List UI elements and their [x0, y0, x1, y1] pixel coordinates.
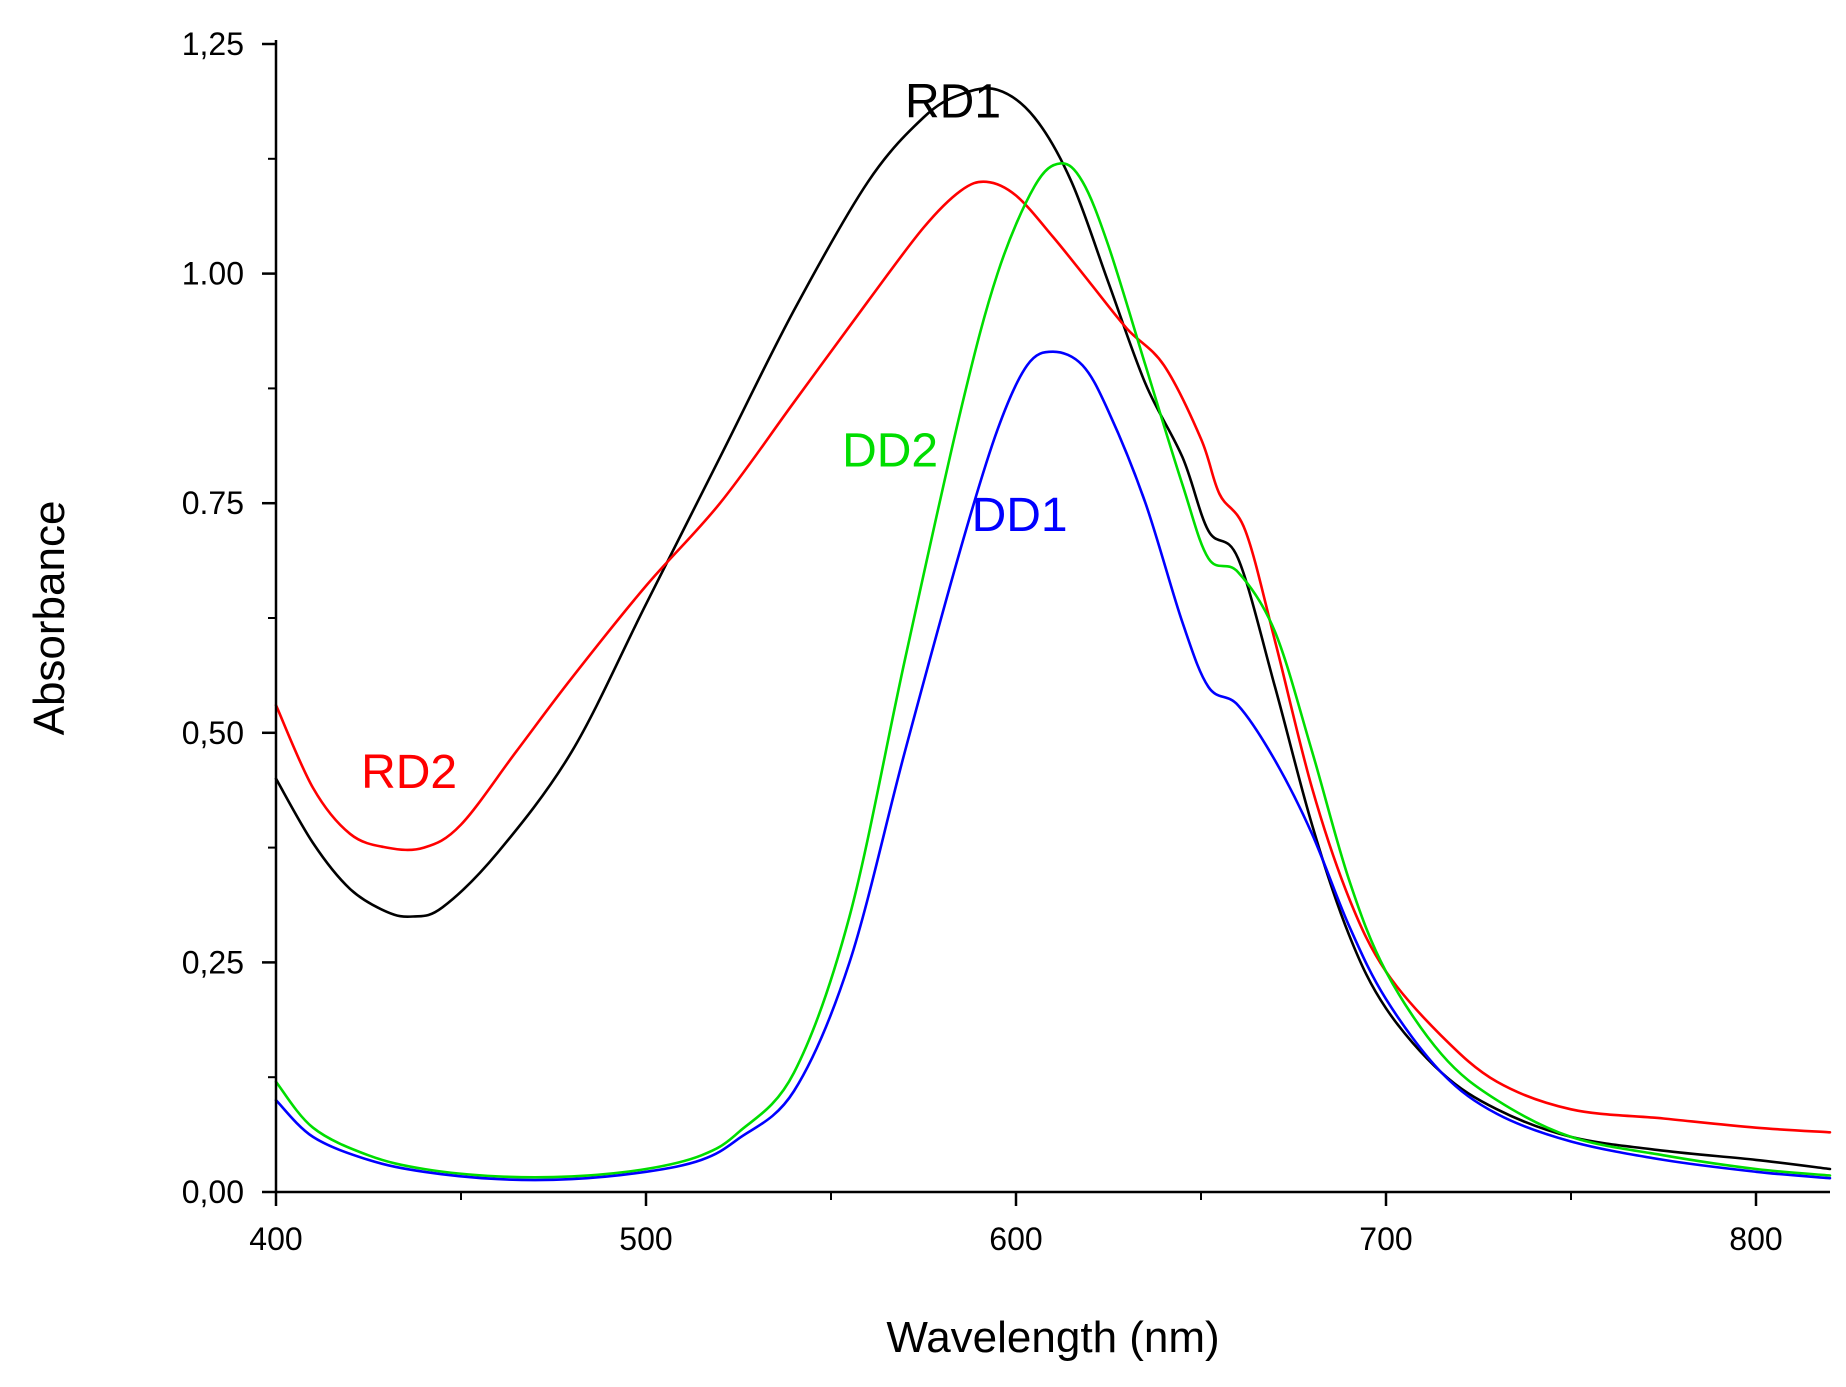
y-tick-label: 0,50: [182, 715, 244, 751]
x-tick-label: 700: [1359, 1221, 1412, 1257]
y-axis-ticks: 0,00 0,25 0,50 0.75 1.00 1,25: [182, 26, 276, 1210]
series-label-rd2: RD2: [361, 746, 457, 799]
x-tick-label: 400: [249, 1221, 302, 1257]
y-tick-label: 1,25: [182, 26, 244, 62]
series-label-dd2: DD2: [842, 424, 938, 477]
series-line-dd1: [274, 350, 1832, 1182]
x-axis-title: Wavelength (nm): [886, 1313, 1219, 1362]
y-tick-label: 0,25: [182, 944, 244, 980]
axes-layer: 400 500 600 700 800 0,00 0,25 0,50 0.75 1.00 1,25: [182, 26, 1830, 1257]
y-tick-label: 0.75: [182, 485, 244, 521]
series-labels: RD1 RD2 DD2 DD1: [361, 75, 1068, 798]
series-line-rd2: [274, 180, 1832, 1134]
series-label-dd1: DD1: [972, 489, 1068, 542]
x-tick-label: 800: [1729, 1221, 1782, 1257]
series-layer: [274, 87, 1832, 1182]
y-tick-label: 1.00: [182, 256, 244, 292]
x-tick-label: 500: [619, 1221, 672, 1257]
series-line-dd2: [274, 162, 1832, 1179]
y-tick-label: 0,00: [182, 1174, 244, 1210]
series-line-rd1: [274, 87, 1832, 1171]
x-tick-label: 600: [989, 1221, 1042, 1257]
series-label-rd1: RD1: [905, 75, 1001, 128]
x-axis-ticks: 400 500 600 700 800: [249, 1192, 1783, 1257]
y-axis-title: Absorbance: [25, 501, 74, 736]
